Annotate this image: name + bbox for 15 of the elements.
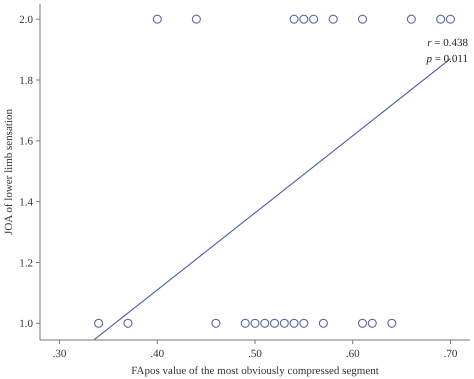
y-tick-label: 1.4	[19, 196, 34, 208]
x-axis-title: FApos value of the most obviously compressed segment	[131, 365, 379, 377]
y-tick-label: 1.2	[19, 257, 33, 270]
x-tick-label: .40	[150, 348, 165, 360]
annotation: p = 0.011	[425, 53, 468, 65]
x-tick-label: .30	[52, 348, 67, 360]
x-tick-label: .60	[346, 348, 360, 360]
x-tick-label: .70	[444, 348, 458, 360]
y-tick-label: 1.0	[19, 318, 34, 330]
annotation: r = 0.438	[427, 37, 468, 49]
y-tick-label: 2.0	[19, 14, 34, 26]
y-tick-label: 1.6	[19, 136, 34, 148]
x-tick-label: .50	[248, 348, 262, 360]
y-tick-label: 1.8	[19, 74, 34, 87]
y-axis-title: JOA of lower limb sensation	[3, 108, 15, 235]
